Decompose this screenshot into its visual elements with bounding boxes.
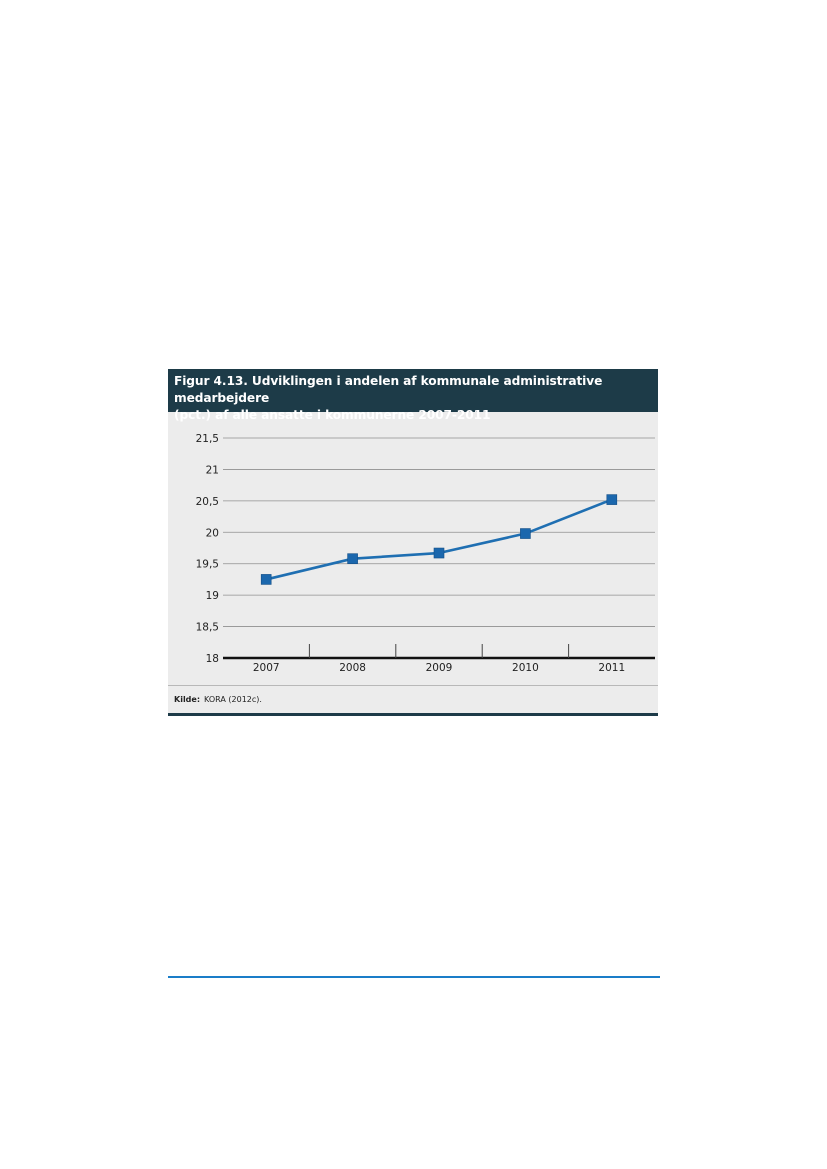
y-axis-tick-labels: 18 18,5 19 19,5 20 20,5 21 21,5 bbox=[196, 433, 219, 665]
x-tick-label-2007: 2007 bbox=[253, 662, 280, 674]
data-point-2009 bbox=[433, 547, 445, 559]
x-axis-tick-labels: 2007 2008 2009 2010 2011 bbox=[253, 662, 625, 674]
data-point-2010 bbox=[520, 528, 531, 539]
series-markers bbox=[260, 494, 618, 585]
x-axis bbox=[223, 644, 655, 660]
figure-title-line-2: (pct.) af alle ansatte i kommunerne 2007… bbox=[174, 408, 491, 422]
figure-title-line-1: Figur 4.13. Udviklingen i andelen af kom… bbox=[174, 374, 603, 405]
x-tick-label-2009: 2009 bbox=[426, 662, 453, 674]
y-tick-label-21: 21 bbox=[206, 464, 219, 476]
figure-footer: Kilde: KORA (2012c). bbox=[168, 685, 658, 716]
y-tick-label-18: 18 bbox=[206, 653, 219, 665]
source-text: KORA (2012c). bbox=[204, 695, 262, 704]
data-point-2008 bbox=[347, 553, 358, 564]
source-note: Kilde: KORA (2012c). bbox=[174, 695, 262, 704]
x-tick-label-2011: 2011 bbox=[598, 662, 625, 674]
y-tick-label-21-5: 21,5 bbox=[196, 433, 219, 445]
figure-4-13: Figur 4.13. Udviklingen i andelen af kom… bbox=[168, 369, 658, 716]
y-tick-label-20: 20 bbox=[206, 527, 219, 539]
y-tick-label-18-5: 18,5 bbox=[196, 622, 219, 634]
x-tick-label-2010: 2010 bbox=[512, 662, 539, 674]
x-tick-label-2008: 2008 bbox=[339, 662, 366, 674]
page-bottom-rule bbox=[168, 976, 660, 978]
y-tick-label-20-5: 20,5 bbox=[196, 496, 219, 508]
line-chart: 18 18,5 19 19,5 20 20,5 21 21,5 2007 2008 2009 201… bbox=[196, 433, 655, 674]
y-tick-label-19-5: 19,5 bbox=[196, 559, 219, 571]
data-point-2007 bbox=[260, 574, 272, 585]
source-label: Kilde: bbox=[174, 695, 201, 704]
series-line-0 bbox=[265, 498, 613, 581]
y-tick-label-19: 19 bbox=[206, 590, 219, 602]
grid-lines bbox=[223, 437, 655, 627]
series-line bbox=[265, 498, 613, 581]
figure-header: Figur 4.13. Udviklingen i andelen af kom… bbox=[168, 369, 658, 422]
data-point-2011 bbox=[606, 494, 618, 505]
